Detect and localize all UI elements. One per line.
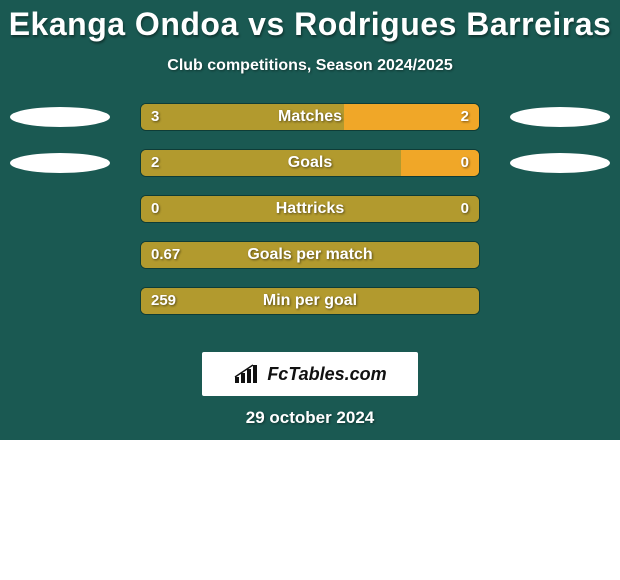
- stat-bar: Goals20: [140, 149, 480, 177]
- player-pill-right: [510, 153, 610, 173]
- logo-box: FcTables.com: [202, 352, 418, 396]
- player-pill-right: [510, 107, 610, 127]
- bars-icon: [233, 363, 259, 385]
- stat-bar-left: [141, 196, 479, 222]
- stat-row: Min per goal259: [0, 287, 620, 315]
- stat-bar-left: [141, 150, 401, 176]
- stat-bar: Goals per match0.67: [140, 241, 480, 269]
- stat-row: Hattricks00: [0, 195, 620, 223]
- page-title: Ekanga Ondoa vs Rodrigues Barreiras: [0, 0, 620, 43]
- stats-rows: Matches32 Goals20 Hattricks00 Goals per mat…: [0, 103, 620, 315]
- comparison-card: Ekanga Ondoa vs Rodrigues Barreiras Club…: [0, 0, 620, 440]
- stat-bar-left: [141, 242, 479, 268]
- player-pill-left: [10, 107, 110, 127]
- date-label: 29 october 2024: [0, 408, 620, 428]
- stat-bar: Hattricks00: [140, 195, 480, 223]
- stat-row: Goals20: [0, 149, 620, 177]
- subtitle: Club competitions, Season 2024/2025: [0, 57, 620, 75]
- stat-bar-right: [344, 104, 479, 130]
- stat-row: Matches32: [0, 103, 620, 131]
- stat-row: Goals per match0.67: [0, 241, 620, 269]
- stat-bar: Matches32: [140, 103, 480, 131]
- stat-bar: Min per goal259: [140, 287, 480, 315]
- player-pill-left: [10, 153, 110, 173]
- stat-bar-left: [141, 288, 479, 314]
- stat-bar-right: [401, 150, 479, 176]
- stat-bar-left: [141, 104, 344, 130]
- logo-text: FcTables.com: [267, 364, 386, 385]
